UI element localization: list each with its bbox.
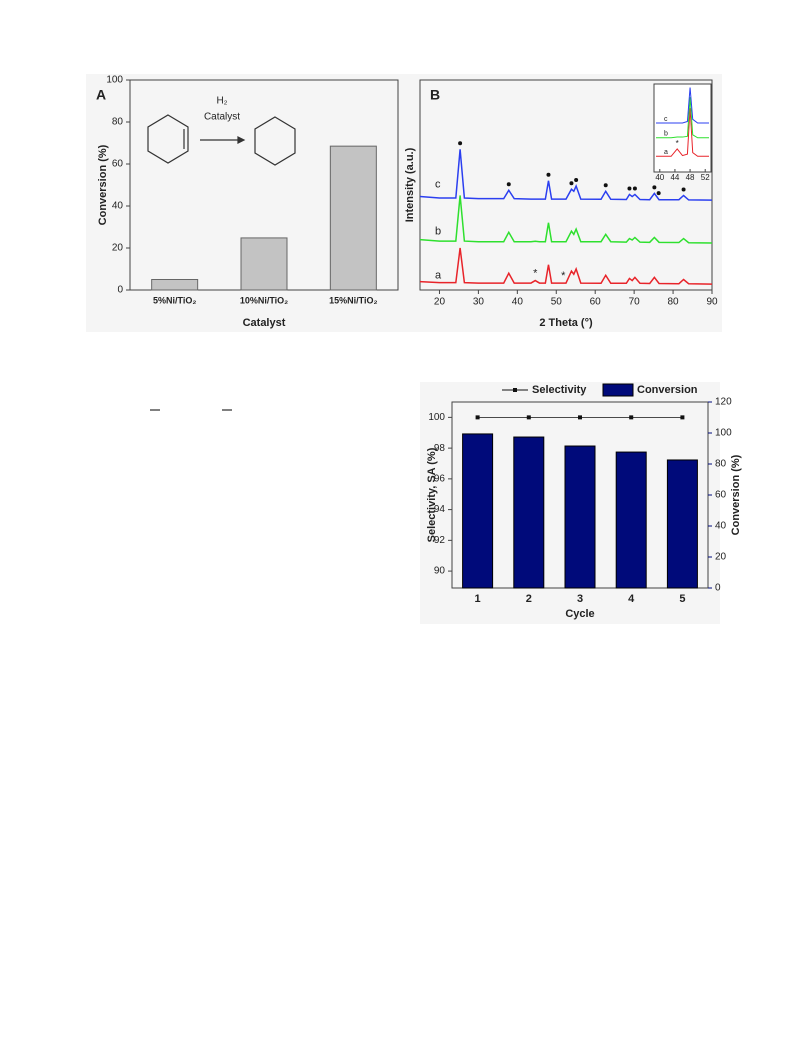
peak-marker (458, 141, 463, 146)
peak-marker (627, 186, 632, 191)
peak-marker (603, 183, 608, 188)
bar (615, 451, 647, 589)
y-tick-label: 100 (106, 75, 123, 86)
series-line (419, 195, 713, 244)
y-axis-label: Selectivity, SA (%) (426, 447, 438, 542)
plot-frame (419, 79, 713, 291)
inset-x-tick-label: 48 (686, 173, 695, 182)
panel-label: A (96, 87, 106, 103)
legend-swatch (602, 383, 634, 397)
y-tick-label: 90 (434, 566, 446, 577)
y-tick-label: 20 (112, 243, 124, 254)
peak-marker (632, 186, 637, 191)
legend-label: Selectivity (532, 384, 587, 396)
x-tick-label: 1 (475, 593, 481, 605)
peak-marker (546, 172, 551, 177)
x-tick-label: 4 (628, 593, 635, 605)
x-tick-label: 10%Ni/TiO₂ (240, 295, 288, 305)
inset-series-label: a (664, 149, 668, 156)
y-tick-label: 96 (434, 474, 446, 485)
x-tick-label: 50 (551, 297, 563, 308)
bar (151, 279, 199, 291)
panel-label: B (430, 87, 440, 103)
inset-series-label: b (664, 131, 668, 138)
inset-x-tick-label: 52 (701, 173, 710, 182)
series-line (419, 247, 713, 285)
x-axis-label: Catalyst (243, 317, 286, 329)
x-tick-label: 60 (590, 297, 602, 308)
series-label: c (435, 178, 441, 190)
annotation: H₂ (216, 96, 227, 107)
series-label: b (435, 226, 441, 238)
y2-tick-label: 60 (715, 490, 727, 501)
series-label: a (435, 270, 442, 282)
y2-axis-label: Conversion (%) (730, 454, 742, 535)
y2-tick-label: 100 (715, 428, 732, 439)
x-tick-label: 90 (706, 297, 718, 308)
y-tick-label: 98 (434, 443, 446, 454)
y-axis-label: Intensity (a.u.) (404, 147, 416, 222)
y-tick-label: 100 (428, 412, 445, 423)
series-line (656, 87, 709, 124)
legend-marker (513, 388, 517, 392)
inset-frame (653, 83, 712, 173)
bar (462, 433, 494, 589)
y-axis-label: Conversion (%) (97, 144, 109, 225)
peak-marker (574, 178, 579, 183)
inset-series-label: c (664, 116, 668, 123)
point (526, 415, 531, 420)
legend-label: Conversion (637, 384, 698, 396)
x-tick-label: 40 (512, 297, 524, 308)
reaction-scheme (147, 114, 296, 166)
bar (513, 436, 545, 589)
bar (240, 237, 288, 291)
annotation: Catalyst (204, 112, 240, 123)
point (475, 415, 480, 420)
point (629, 415, 634, 420)
inset-x-tick-label: 44 (670, 173, 679, 182)
bar (564, 445, 596, 589)
series-line (656, 108, 709, 157)
y2-tick-label: 0 (715, 583, 721, 594)
point (680, 415, 685, 420)
x-tick-label: 15%Ni/TiO₂ (329, 295, 377, 305)
x-axis-label: 2 Theta (°) (539, 317, 593, 329)
peak-marker (506, 182, 511, 187)
series-line (419, 149, 713, 201)
y2-tick-label: 80 (715, 459, 727, 470)
y-tick-label: 80 (112, 117, 124, 128)
y2-tick-label: 120 (715, 397, 732, 408)
peak-marker (652, 185, 657, 190)
x-tick-label: 80 (668, 297, 680, 308)
x-tick-label: 20 (434, 297, 446, 308)
y-tick-label: 40 (112, 201, 124, 212)
peak-marker (569, 181, 574, 186)
y-tick-label: 92 (434, 535, 446, 546)
y-tick-label: 94 (434, 504, 446, 515)
x-tick-label: 30 (473, 297, 485, 308)
point (578, 415, 582, 420)
peak-marker (681, 187, 686, 192)
x-tick-label: 5 (679, 593, 685, 605)
bar (666, 459, 698, 589)
inset-x-tick-label: 40 (655, 173, 664, 182)
inset-annotation: * (676, 139, 679, 148)
bar (329, 145, 377, 291)
y-tick-label: 60 (112, 159, 124, 170)
y-tick-label: 0 (117, 285, 123, 296)
annotation: * (533, 267, 538, 279)
series-line (656, 97, 709, 139)
y2-tick-label: 40 (715, 521, 727, 532)
x-tick-label: 2 (526, 593, 532, 605)
y2-tick-label: 20 (715, 552, 727, 563)
x-tick-label: 3 (577, 593, 583, 605)
annotation: * (561, 270, 566, 282)
x-tick-label: 5%Ni/TiO₂ (153, 295, 196, 305)
x-tick-label: 70 (629, 297, 641, 308)
x-axis-label: Cycle (565, 608, 594, 620)
peak-marker (656, 191, 661, 196)
